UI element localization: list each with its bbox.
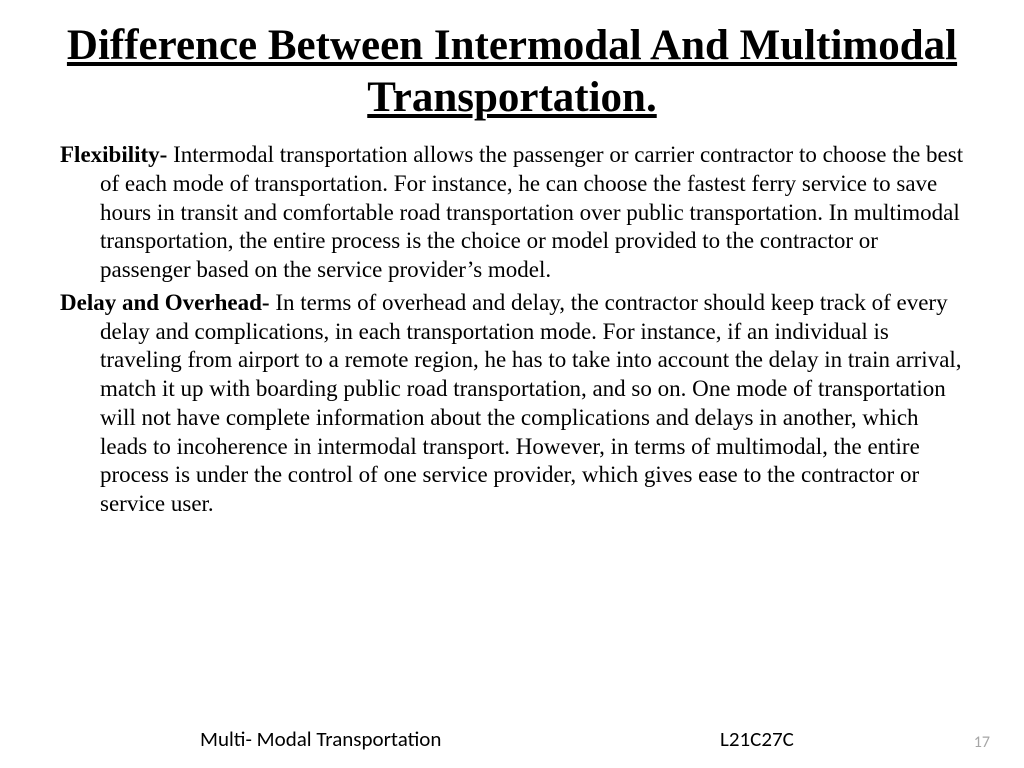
slide-title: Difference Between Intermodal And Multim… xyxy=(60,20,964,123)
section-text: Intermodal transportation allows the pas… xyxy=(100,142,963,282)
page-number: 17 xyxy=(974,733,990,752)
section-label: Flexibility- xyxy=(60,142,173,167)
section-flexibility: Flexibility- Intermodal transportation a… xyxy=(60,141,964,285)
section-delay-overhead: Delay and Overhead- In terms of overhead… xyxy=(60,289,964,519)
footer-right-text: L21C27C xyxy=(720,726,794,752)
footer-left-text: Multi- Modal Transportation xyxy=(200,726,441,752)
section-label: Delay and Overhead- xyxy=(60,290,275,315)
slide-content: Difference Between Intermodal And Multim… xyxy=(0,0,1024,519)
slide-body: Flexibility- Intermodal transportation a… xyxy=(60,141,964,519)
section-text: In terms of overhead and delay, the cont… xyxy=(100,290,962,516)
